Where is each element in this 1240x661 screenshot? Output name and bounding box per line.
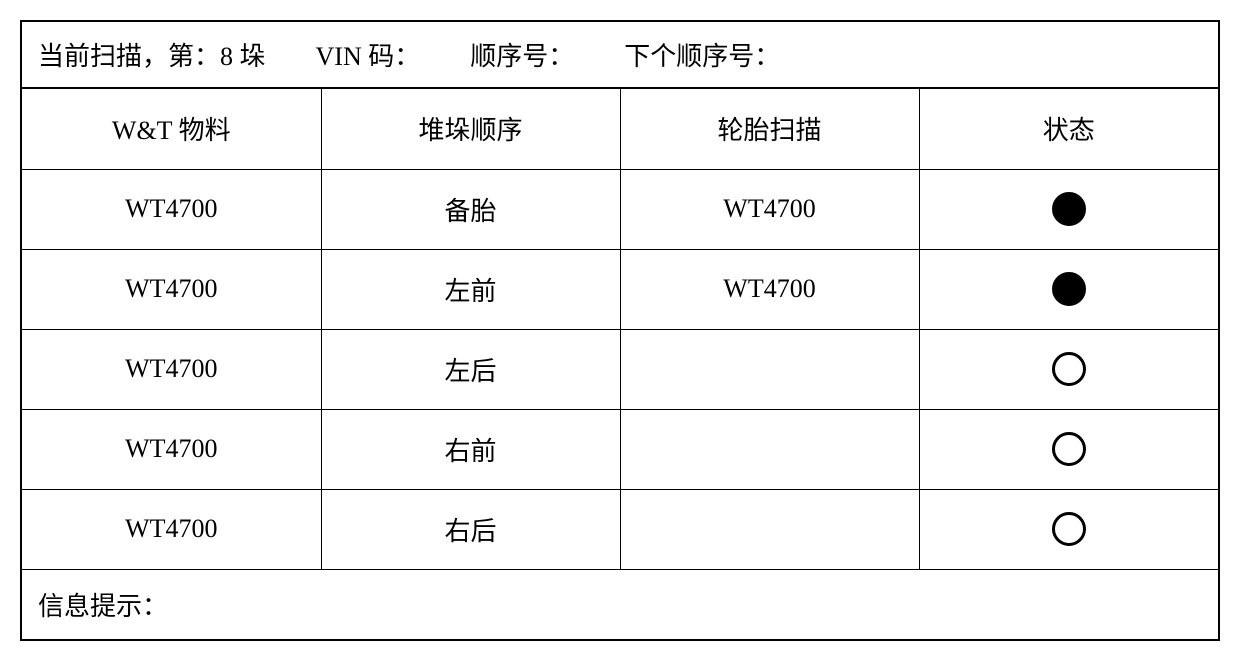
scan-panel: 当前扫描，第：8 垛 VIN 码： 顺序号： 下个顺序号： W&T 物料 堆垛顺… xyxy=(20,20,1220,641)
status-indicator xyxy=(1052,272,1086,306)
seq-field: 顺序号： xyxy=(470,36,574,73)
seq-label: 顺序号： xyxy=(470,42,574,71)
col-position: 堆垛顺序 xyxy=(321,89,620,169)
cell-position: 左后 xyxy=(321,329,620,409)
cell-scan xyxy=(620,409,919,489)
col-scan: 轮胎扫描 xyxy=(620,89,919,169)
next-seq-label: 下个顺序号： xyxy=(624,42,780,71)
cell-material: WT4700 xyxy=(22,329,321,409)
vin-label: VIN 码： xyxy=(316,42,421,71)
cell-scan: WT4700 xyxy=(620,169,919,249)
cell-status xyxy=(919,409,1218,489)
table-row: WT4700 左后 xyxy=(22,329,1218,409)
scan-label-prefix: 当前扫描，第： xyxy=(38,42,220,71)
status-indicator xyxy=(1052,432,1086,466)
cell-status xyxy=(919,169,1218,249)
status-indicator xyxy=(1052,512,1086,546)
cell-material: WT4700 xyxy=(22,169,321,249)
next-seq-field: 下个顺序号： xyxy=(624,36,780,73)
cell-scan xyxy=(620,329,919,409)
cell-material: WT4700 xyxy=(22,409,321,489)
cell-scan: WT4700 xyxy=(620,249,919,329)
footer-cell: 信息提示： xyxy=(22,569,1218,639)
status-indicator xyxy=(1052,192,1086,226)
table-row: WT4700 右后 xyxy=(22,489,1218,569)
cell-status xyxy=(919,489,1218,569)
cell-status xyxy=(919,329,1218,409)
table-row: WT4700 备胎 WT4700 xyxy=(22,169,1218,249)
cell-position: 右前 xyxy=(321,409,620,489)
cell-scan xyxy=(620,489,919,569)
cell-material: WT4700 xyxy=(22,489,321,569)
vin-field: VIN 码： xyxy=(316,36,421,73)
scan-table: W&T 物料 堆垛顺序 轮胎扫描 状态 WT4700 备胎 WT4700 WT4… xyxy=(22,89,1218,639)
cell-material: WT4700 xyxy=(22,249,321,329)
current-scan: 当前扫描，第：8 垛 xyxy=(38,36,266,73)
footer-row: 信息提示： xyxy=(22,569,1218,639)
scan-label-suffix: 垛 xyxy=(233,42,266,71)
table-body: WT4700 备胎 WT4700 WT4700 左前 WT4700 WT4700… xyxy=(22,169,1218,639)
col-material: W&T 物料 xyxy=(22,89,321,169)
footer-label: 信息提示： xyxy=(38,592,168,621)
cell-position: 备胎 xyxy=(321,169,620,249)
table-row: WT4700 右前 xyxy=(22,409,1218,489)
cell-status xyxy=(919,249,1218,329)
scan-value: 8 xyxy=(220,42,233,71)
status-indicator xyxy=(1052,352,1086,386)
cell-position: 右后 xyxy=(321,489,620,569)
col-status: 状态 xyxy=(919,89,1218,169)
table-header-row: W&T 物料 堆垛顺序 轮胎扫描 状态 xyxy=(22,89,1218,169)
info-bar: 当前扫描，第：8 垛 VIN 码： 顺序号： 下个顺序号： xyxy=(22,22,1218,89)
cell-position: 左前 xyxy=(321,249,620,329)
table-row: WT4700 左前 WT4700 xyxy=(22,249,1218,329)
